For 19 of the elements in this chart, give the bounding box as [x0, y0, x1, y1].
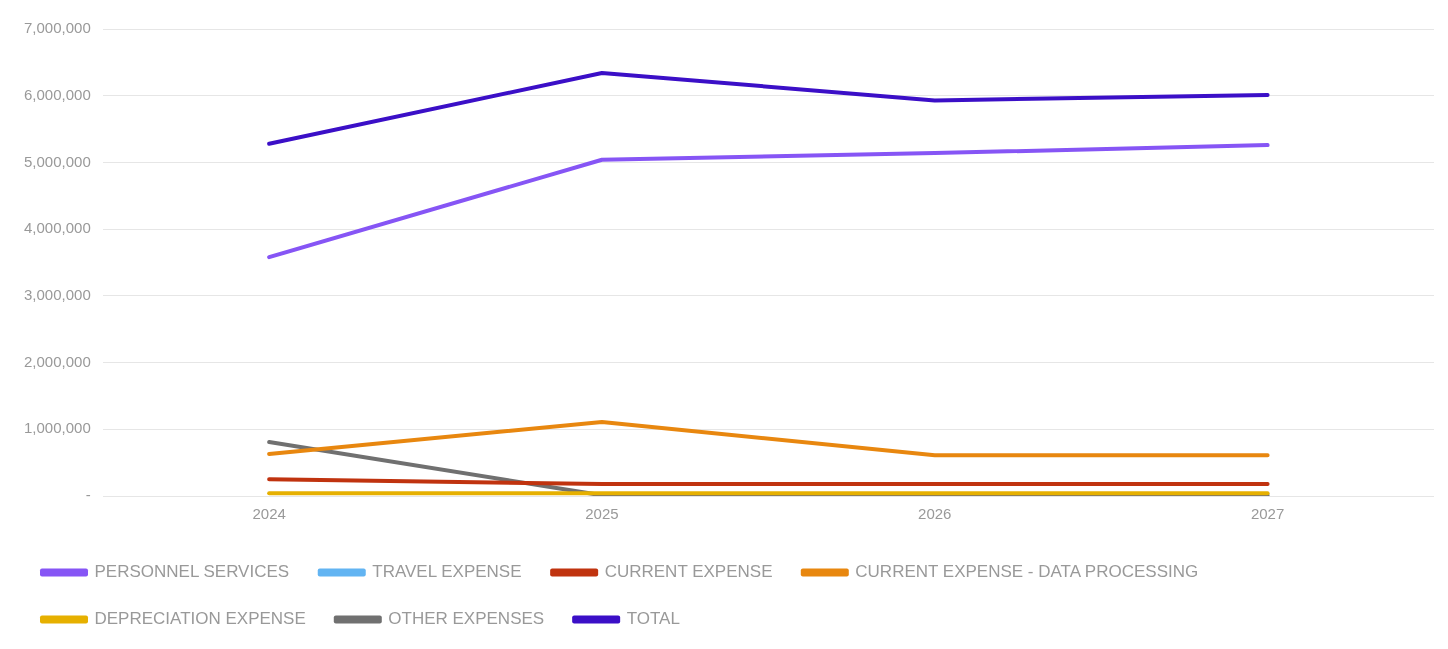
y-tick-label: - — [85, 486, 91, 504]
x-tick-label: 2025 — [585, 505, 619, 523]
y-tick-label: 1,000,000 — [24, 419, 91, 437]
legend-label: CURRENT EXPENSE — [604, 562, 773, 582]
y-tick-label: 6,000,000 — [24, 85, 91, 103]
y-tick-label: 2,000,000 — [24, 352, 91, 370]
x-tick-label: 2027 — [1250, 505, 1285, 523]
legend-label: CURRENT EXPENSE - DATA PROCESSING — [855, 562, 1199, 582]
legend-label: OTHER EXPENSES — [388, 609, 545, 629]
x-tick-label: 2024 — [252, 505, 286, 523]
legend-label: PERSONNEL SERVICES — [94, 562, 290, 582]
y-tick-label: 5,000,000 — [24, 152, 91, 170]
legend-label: TOTAL — [626, 609, 680, 629]
y-tick-label: 3,000,000 — [24, 286, 91, 303]
y-tick-label: 7,000,000 — [24, 19, 91, 37]
legend-label: DEPRECIATION EXPENSE — [94, 609, 306, 629]
x-tick-label: 2026 — [918, 505, 952, 523]
legend-label: TRAVEL EXPENSE — [372, 562, 522, 582]
y-tick-label: 4,000,000 — [24, 219, 91, 237]
